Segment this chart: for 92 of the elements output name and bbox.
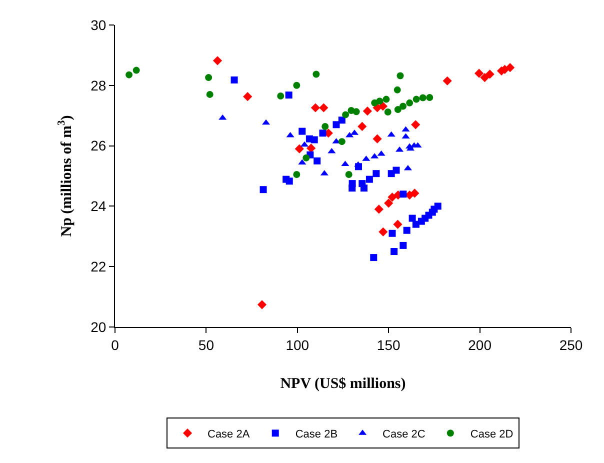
y-tick-label: 22 bbox=[90, 258, 106, 274]
point bbox=[342, 111, 350, 118]
point bbox=[387, 131, 396, 137]
y-tick-label: 24 bbox=[90, 198, 106, 214]
point bbox=[426, 94, 434, 101]
point bbox=[366, 176, 373, 183]
point bbox=[370, 254, 378, 262]
point bbox=[212, 56, 222, 66]
x-tick-label: 150 bbox=[376, 336, 400, 353]
point bbox=[126, 71, 133, 78]
point bbox=[285, 92, 292, 99]
point bbox=[338, 138, 346, 146]
y-tick-label: 20 bbox=[90, 318, 106, 335]
point bbox=[392, 166, 400, 174]
point bbox=[352, 108, 360, 116]
point bbox=[206, 90, 214, 98]
point bbox=[378, 102, 388, 111]
x-tick-label: 100 bbox=[286, 336, 310, 353]
point bbox=[411, 120, 420, 130]
point bbox=[382, 96, 390, 103]
point bbox=[132, 66, 140, 74]
point bbox=[474, 68, 484, 78]
point bbox=[434, 202, 442, 210]
x-tick-label: 50 bbox=[198, 336, 214, 353]
legend-label: Case 2B bbox=[295, 428, 338, 440]
point bbox=[260, 186, 267, 194]
legend-label: Case 2C bbox=[382, 428, 426, 440]
point bbox=[205, 74, 212, 82]
point bbox=[372, 134, 382, 144]
point bbox=[302, 154, 310, 162]
point bbox=[322, 122, 329, 130]
point bbox=[345, 170, 352, 178]
point bbox=[298, 128, 306, 135]
point bbox=[388, 230, 396, 237]
point bbox=[404, 164, 412, 170]
point bbox=[406, 99, 414, 106]
point bbox=[442, 76, 452, 86]
point bbox=[310, 136, 318, 144]
x-tick-label: 250 bbox=[559, 336, 583, 353]
y-tick-label: 30 bbox=[90, 16, 106, 33]
point bbox=[394, 106, 402, 114]
point bbox=[293, 170, 300, 178]
point bbox=[393, 220, 402, 229]
point bbox=[319, 103, 328, 112]
point bbox=[390, 248, 398, 255]
point bbox=[358, 122, 367, 132]
x-tick-label: 200 bbox=[468, 336, 492, 353]
point bbox=[372, 170, 380, 178]
point bbox=[319, 130, 326, 137]
point bbox=[400, 190, 407, 198]
y-tick-label: 26 bbox=[90, 138, 106, 154]
point bbox=[257, 300, 267, 310]
point bbox=[312, 70, 320, 78]
point bbox=[384, 198, 394, 208]
point bbox=[506, 63, 515, 72]
point bbox=[400, 242, 407, 249]
point bbox=[403, 226, 410, 234]
point bbox=[348, 184, 356, 192]
point bbox=[230, 76, 238, 84]
point bbox=[310, 103, 320, 112]
point bbox=[376, 98, 384, 105]
point bbox=[402, 126, 410, 132]
point bbox=[412, 96, 420, 103]
legend-label: Case 2A bbox=[208, 428, 250, 440]
point bbox=[377, 150, 386, 156]
x-tick-label: 0 bbox=[111, 336, 120, 353]
point bbox=[378, 227, 388, 236]
point bbox=[485, 70, 494, 79]
point bbox=[384, 108, 392, 116]
point bbox=[396, 72, 404, 80]
y-tick-label: 28 bbox=[90, 77, 106, 94]
point bbox=[360, 184, 368, 192]
point bbox=[293, 82, 300, 89]
point bbox=[388, 192, 397, 202]
point bbox=[374, 204, 384, 214]
point bbox=[394, 86, 401, 94]
point bbox=[314, 157, 321, 164]
legend-label: Case 2D bbox=[470, 428, 514, 440]
point bbox=[354, 161, 362, 167]
point bbox=[410, 188, 420, 198]
point bbox=[480, 73, 490, 82]
point bbox=[294, 144, 304, 154]
point bbox=[243, 92, 252, 102]
point bbox=[332, 121, 340, 128]
point bbox=[362, 106, 372, 116]
point bbox=[286, 178, 293, 185]
point bbox=[400, 102, 407, 110]
point bbox=[408, 214, 416, 222]
point bbox=[277, 92, 284, 100]
point bbox=[338, 116, 346, 124]
point bbox=[419, 94, 426, 102]
x-axis-title: NPV (US$ millions) bbox=[280, 376, 406, 392]
